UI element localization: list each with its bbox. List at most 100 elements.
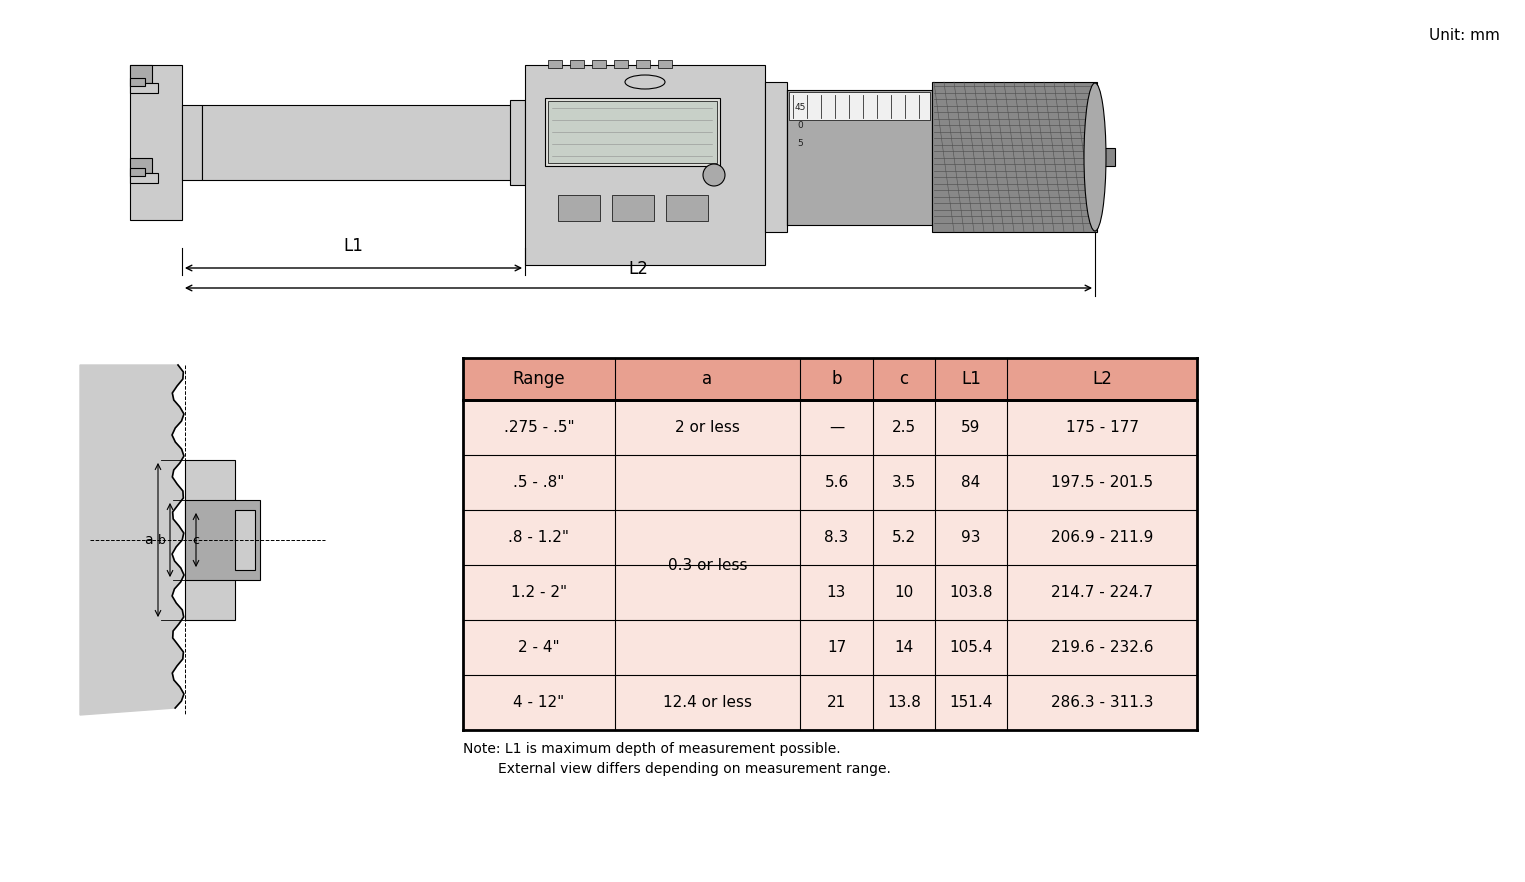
Text: 197.5 - 201.5: 197.5 - 201.5 <box>1051 475 1153 490</box>
Bar <box>935 565 1006 620</box>
Bar <box>935 620 1006 675</box>
Bar <box>657 60 673 68</box>
Text: 0: 0 <box>798 121 802 130</box>
Bar <box>801 620 872 675</box>
Bar <box>1006 400 1197 455</box>
Bar <box>1006 620 1197 675</box>
Text: Unit: mm: Unit: mm <box>1429 28 1501 43</box>
Bar <box>130 78 145 86</box>
Text: Note: L1 is maximum depth of measurement possible.: Note: L1 is maximum depth of measurement… <box>464 742 840 756</box>
Text: 14: 14 <box>894 640 913 655</box>
Bar <box>872 565 935 620</box>
Text: L2: L2 <box>1092 370 1112 388</box>
Bar <box>130 83 159 93</box>
Text: 59: 59 <box>961 420 981 435</box>
Text: 2.5: 2.5 <box>892 420 917 435</box>
Text: 175 - 177: 175 - 177 <box>1066 420 1139 435</box>
Text: b: b <box>159 534 166 547</box>
Text: .275 - .5": .275 - .5" <box>503 420 575 435</box>
Bar <box>872 358 935 400</box>
Bar <box>788 92 930 120</box>
Bar <box>130 158 152 173</box>
Text: —: — <box>830 420 845 435</box>
Bar <box>185 500 259 580</box>
Bar <box>185 460 235 620</box>
Text: b: b <box>831 370 842 388</box>
Bar <box>464 400 615 455</box>
Bar <box>615 400 801 455</box>
Bar <box>666 195 708 221</box>
Bar <box>130 168 145 176</box>
Text: 214.7 - 224.7: 214.7 - 224.7 <box>1051 585 1153 600</box>
Bar <box>464 565 615 620</box>
Bar <box>935 675 1006 730</box>
Text: 1.2 - 2": 1.2 - 2" <box>511 585 567 600</box>
Text: .5 - .8": .5 - .8" <box>514 475 564 490</box>
Text: .8 - 1.2": .8 - 1.2" <box>508 530 569 545</box>
Bar <box>872 400 935 455</box>
Text: Range: Range <box>512 370 566 388</box>
Bar <box>612 195 654 221</box>
Bar <box>592 60 605 68</box>
Bar <box>1006 565 1197 620</box>
Text: 21: 21 <box>827 695 846 710</box>
Bar <box>464 455 615 510</box>
Text: L2: L2 <box>628 260 648 278</box>
Bar <box>787 90 932 225</box>
Bar <box>801 455 872 510</box>
Text: 4 - 12": 4 - 12" <box>514 695 564 710</box>
Text: 84: 84 <box>961 475 981 490</box>
Text: External view differs depending on measurement range.: External view differs depending on measu… <box>464 762 891 776</box>
Text: a: a <box>703 370 712 388</box>
Bar <box>935 358 1006 400</box>
Text: 5.6: 5.6 <box>825 475 848 490</box>
Bar <box>130 65 181 220</box>
Bar <box>181 105 201 180</box>
Bar <box>544 98 720 166</box>
Bar <box>615 358 801 400</box>
Bar <box>1006 455 1197 510</box>
Bar <box>201 105 522 180</box>
Bar <box>547 101 717 163</box>
Bar <box>872 675 935 730</box>
Bar <box>636 60 650 68</box>
Bar <box>1006 675 1197 730</box>
Text: 103.8: 103.8 <box>949 585 993 600</box>
Text: 8.3: 8.3 <box>825 530 848 545</box>
Bar <box>935 455 1006 510</box>
Bar <box>547 60 563 68</box>
Bar <box>525 65 766 265</box>
Text: 3.5: 3.5 <box>892 475 917 490</box>
Bar <box>509 100 525 185</box>
Text: 5: 5 <box>798 138 802 147</box>
Bar <box>872 510 935 565</box>
Bar <box>615 565 801 620</box>
Bar <box>615 60 628 68</box>
Bar <box>1006 510 1197 565</box>
Circle shape <box>703 164 724 186</box>
Text: 219.6 - 232.6: 219.6 - 232.6 <box>1051 640 1153 655</box>
Ellipse shape <box>625 75 665 89</box>
Bar <box>1006 358 1197 400</box>
Text: 12.4 or less: 12.4 or less <box>663 695 752 710</box>
Bar <box>872 620 935 675</box>
Bar <box>464 620 615 675</box>
Bar <box>935 400 1006 455</box>
Bar <box>872 455 935 510</box>
Bar <box>766 82 787 232</box>
Text: a: a <box>143 533 152 547</box>
Bar <box>235 510 255 570</box>
Bar <box>615 455 801 510</box>
Bar <box>935 510 1006 565</box>
Text: 2 - 4": 2 - 4" <box>518 640 560 655</box>
Bar <box>801 400 872 455</box>
Ellipse shape <box>1084 83 1106 231</box>
Text: 151.4: 151.4 <box>949 695 993 710</box>
Text: 17: 17 <box>827 640 846 655</box>
Bar <box>932 82 1096 232</box>
Bar <box>615 620 801 675</box>
Bar <box>615 510 801 565</box>
Bar <box>464 358 615 400</box>
Bar <box>558 195 599 221</box>
Text: L1: L1 <box>961 370 981 388</box>
